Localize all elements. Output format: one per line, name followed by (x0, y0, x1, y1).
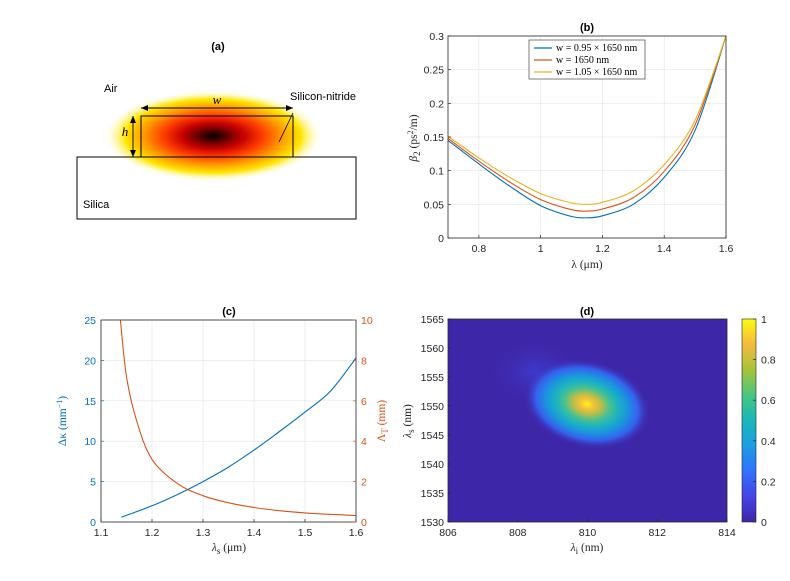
b-ytick-label: 0.05 (424, 199, 445, 211)
colorbar-tick-label: 0.2 (761, 476, 776, 488)
colorbar-tick-label: 0.8 (761, 355, 776, 367)
panel-b-xlabel: λ (μm) (571, 259, 602, 271)
c-ytick-left-label: 10 (84, 436, 96, 448)
b-series-line-2 (447, 35, 727, 205)
panel-a: (a) Air Silicon-nitride Silica w h (76, 41, 357, 220)
b-ytick-label: 0.2 (429, 98, 444, 110)
d-ytick-label: 1545 (421, 430, 445, 442)
legend-label-1: w = 1650 nm (556, 55, 609, 66)
silicon-nitride-label: Silicon-nitride (290, 91, 356, 103)
d-ytick-label: 1560 (421, 343, 445, 355)
panel-c-xticks: 1.1 1.2 1.3 1.4 1.5 1.6 (94, 519, 364, 539)
legend-label-0: w = 0.95 × 1650 nm (556, 43, 638, 54)
panel-c-ylabel-right: ΛT (mm) (376, 400, 390, 442)
c-ytick-right-label: 2 (361, 477, 367, 489)
panel-b-ylabel: β2 (ps2/m) (406, 114, 422, 162)
panel-d-title: (d) (580, 306, 594, 318)
d-ytick-label: 1540 (421, 459, 445, 471)
panel-a-title: (a) (211, 41, 225, 53)
colorbar-tick-label: 0.6 (761, 395, 776, 407)
b-xtick-label: 1.4 (657, 243, 672, 255)
core-pointer-line (278, 112, 294, 143)
panel-c-ylabel-left: Δκ (mm−1) (55, 396, 69, 446)
c-xtick-label: 1.5 (298, 527, 313, 539)
c-ytick-left-label: 15 (84, 396, 96, 408)
b-ytick-label: 0.3 (429, 31, 444, 43)
width-symbol: w (213, 92, 222, 107)
c-ytick-left-label: 25 (84, 315, 96, 327)
panel-c-grid (100, 319, 357, 523)
panel-c-axes-box (100, 319, 357, 523)
silica-label: Silica (83, 199, 110, 211)
d-xtick-label: 806 (439, 527, 457, 539)
c-ytick-left-label: 0 (90, 517, 96, 529)
c-ytick-left-label: 5 (90, 477, 96, 489)
colorbar (741, 318, 757, 523)
panel-d-ylabel: λs (nm) (402, 404, 416, 439)
c-xtick-label: 1.4 (247, 527, 262, 539)
c-xtick-label: 1.1 (94, 527, 109, 539)
height-symbol: h (122, 124, 129, 139)
panel-c-series (119, 319, 357, 518)
c-xtick-label: 1.6 (349, 527, 364, 539)
panel-b-xticks: 0.8 1 1.2 1.4 1.6 (472, 235, 734, 255)
d-ytick-label: 1565 (421, 314, 445, 326)
d-ytick-label: 1530 (421, 517, 445, 529)
c-xtick-label: 1.2 (145, 527, 160, 539)
colorbar-ticks: 0 0.2 0.4 0.6 0.8 1 (753, 314, 776, 529)
air-label: Air (104, 83, 118, 95)
b-ytick-label: 0.15 (424, 132, 445, 144)
panel-b-yticks: 0 0.05 0.1 0.15 0.2 0.25 0.3 (424, 31, 451, 245)
panel-d-xlabel: λi (nm) (570, 542, 604, 556)
mode-profile (103, 90, 323, 182)
c-ytick-left-label: 20 (84, 355, 96, 367)
panel-d-yticks: 1530 1535 1540 1545 1550 1555 1560 1565 (421, 314, 451, 529)
b-ytick-label: 0.1 (429, 166, 444, 178)
colorbar-tick-label: 1 (761, 314, 767, 326)
panel-b-title: (b) (580, 22, 594, 34)
c-series-line-0 (121, 357, 357, 518)
panel-d: (d) 806 808 810 812 814 1530 1535 1540 1545 1550… (402, 306, 776, 556)
d-xtick-label: 812 (648, 527, 666, 539)
b-ytick-label: 0 (438, 233, 444, 245)
panel-b-series (447, 35, 727, 219)
b-series-line-1 (447, 35, 727, 212)
b-xtick-label: 0.8 (472, 243, 487, 255)
b-xtick-label: 1.2 (595, 243, 610, 255)
c-ytick-right-label: 6 (361, 396, 367, 408)
c-ytick-right-label: 4 (361, 436, 367, 448)
d-xtick-label: 814 (718, 527, 736, 539)
panel-c: (c) 1.1 1.2 1.3 1.4 1.5 1.6 0 5 10 15 20 25 0 2 4 6 8 1… (55, 306, 390, 556)
b-xtick-label: 1.6 (719, 243, 734, 255)
b-ytick-label: 0.25 (424, 65, 445, 77)
colorbar-tick-label: 0 (761, 517, 767, 529)
panel-b: (b) 0.8 1 1.2 1.4 1.6 0 0.05 0.1 0.15 0.2 0.25 0.3… (406, 22, 733, 271)
b-xtick-label: 1 (538, 243, 544, 255)
panel-b-legend: w = 0.95 × 1650 nm w = 1650 nm w = 1.05 … (528, 39, 646, 80)
d-xtick-label: 810 (579, 527, 597, 539)
silicon-nitride-core (140, 115, 294, 158)
legend-label-2: w = 1.05 × 1650 nm (556, 67, 638, 78)
d-ytick-label: 1555 (421, 372, 445, 384)
d-ytick-label: 1535 (421, 488, 445, 500)
c-ytick-right-label: 10 (361, 315, 373, 327)
panel-c-xlabel: λs (μm) (211, 542, 246, 556)
colorbar-tick-label: 0.4 (761, 436, 776, 448)
b-series-line-0 (447, 35, 727, 219)
panel-c-yticks-right: 0 2 4 6 8 10 (353, 315, 373, 529)
c-series-line-1 (119, 319, 357, 517)
panel-c-title: (c) (222, 306, 236, 318)
d-xtick-label: 808 (509, 527, 527, 539)
c-ytick-right-label: 8 (361, 355, 367, 367)
heatmap-field (485, 337, 651, 450)
c-ytick-right-label: 0 (361, 517, 367, 529)
c-xtick-label: 1.3 (196, 527, 211, 539)
heatmap-peak (523, 358, 651, 450)
panel-d-xticks: 806 808 810 812 814 (439, 519, 736, 539)
panel-c-yticks-left: 0 5 10 15 20 25 (84, 315, 104, 529)
d-ytick-label: 1550 (421, 401, 445, 413)
